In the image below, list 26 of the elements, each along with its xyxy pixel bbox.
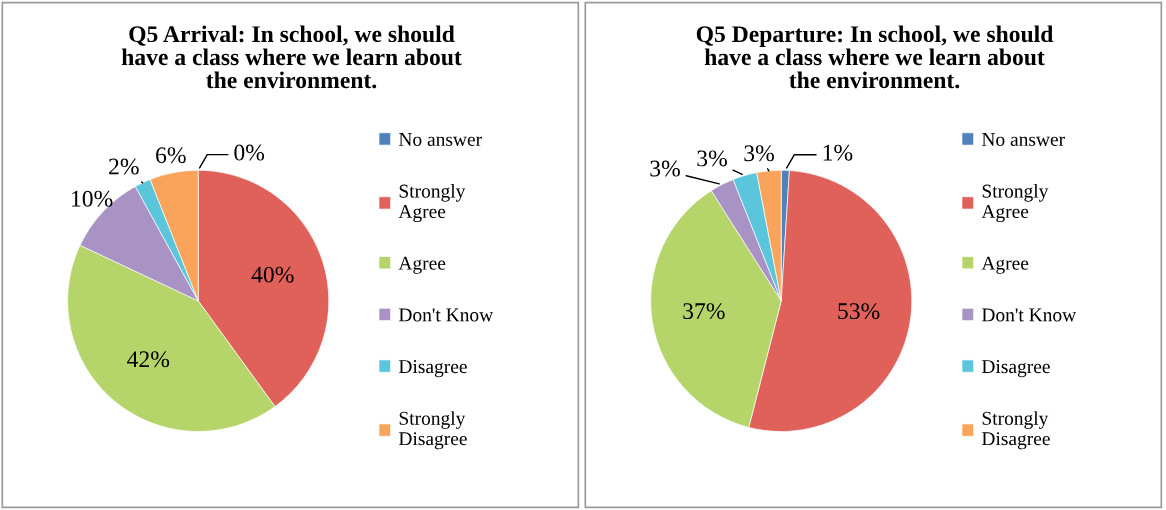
data-label: 53%: [838, 303, 880, 320]
legend-label: Strongly Disagree: [398, 411, 467, 450]
data-label: 1%: [823, 144, 853, 161]
legend-label: Don't Know: [981, 308, 1077, 322]
legend-label: Disagree: [398, 360, 467, 378]
data-label: 40%: [251, 266, 294, 283]
chart-title: Q5 Arrival: In school, we should have a class where we learn about the environment.: [121, 25, 462, 89]
legend-label: Strongly Agree: [981, 183, 1049, 223]
data-label: 37%: [683, 303, 725, 320]
data-label: 3%: [697, 150, 727, 167]
data-label: 6%: [156, 147, 186, 164]
legend-label: Don't Know: [398, 308, 494, 322]
text: 0%: [234, 144, 265, 161]
legend-label: No answer: [981, 133, 1065, 146]
legend-label: Agree: [398, 256, 446, 274]
legend-label: Agree: [981, 256, 1029, 274]
data-label: 10%: [72, 190, 113, 207]
data-label: 3%: [744, 145, 774, 162]
legend-label: Strongly Agree: [398, 183, 466, 223]
data-label: 3%: [650, 160, 680, 177]
legend-label: No answer: [398, 133, 482, 146]
chart-title: Q5 Departure: In school, we should have a class where we learn about the environment.: [696, 25, 1054, 89]
legend-label: Disagree: [981, 360, 1050, 378]
data-label: 2%: [109, 158, 139, 175]
legend-label: Strongly Disagree: [981, 411, 1050, 450]
data-label: 42%: [127, 351, 170, 368]
